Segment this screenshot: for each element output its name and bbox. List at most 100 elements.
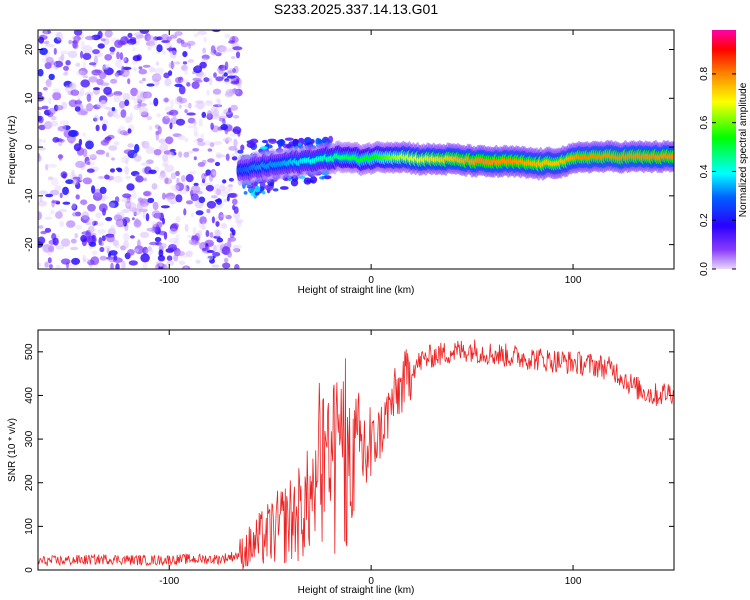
heatmap-cell bbox=[225, 136, 232, 142]
heatmap-cell bbox=[187, 234, 192, 239]
heatmap-cell bbox=[168, 244, 177, 251]
heatmap-cell bbox=[198, 118, 203, 127]
heatmap-cell bbox=[122, 92, 131, 102]
heatmap-cell bbox=[99, 100, 106, 109]
heatmap-cell bbox=[113, 257, 123, 264]
heatmap-cell bbox=[82, 75, 89, 79]
heatmap-cell bbox=[141, 141, 150, 149]
heatmap-cell bbox=[206, 200, 217, 209]
heatmap-cell bbox=[212, 30, 221, 33]
heatmap-cell bbox=[120, 130, 128, 136]
heatmap-cell bbox=[108, 250, 118, 256]
heatmap-cell bbox=[93, 117, 98, 122]
heatmap-cell bbox=[212, 113, 221, 120]
heatmap-cell bbox=[170, 172, 177, 180]
heatmap-cell bbox=[45, 56, 54, 64]
heatmap-cell bbox=[138, 66, 143, 70]
heatmap-cell bbox=[197, 141, 206, 147]
heatmap-cell bbox=[224, 33, 231, 39]
heatmap-cell bbox=[68, 129, 78, 138]
heatmap-cell bbox=[138, 80, 144, 84]
heatmap-cell bbox=[218, 211, 224, 221]
heatmap-cell bbox=[123, 71, 130, 76]
heatmap-cell bbox=[147, 45, 152, 51]
heatmap-cell bbox=[112, 239, 119, 247]
heatmap-cell bbox=[160, 205, 170, 209]
heatmap-cell bbox=[80, 199, 88, 205]
heatmap-cell bbox=[58, 154, 63, 161]
heatmap-cell bbox=[212, 88, 222, 95]
heatmap-cell bbox=[48, 97, 52, 105]
heatmap-cell bbox=[205, 230, 210, 237]
heatmap-cell bbox=[230, 55, 236, 60]
heatmap-cell bbox=[197, 230, 203, 237]
heatmap-cell bbox=[93, 87, 100, 91]
heatmap-cell bbox=[158, 138, 167, 144]
heatmap-cell bbox=[328, 135, 334, 143]
heatmap-cell bbox=[216, 154, 226, 158]
heatmap-cell bbox=[151, 73, 162, 82]
heatmap-cell bbox=[134, 218, 140, 225]
heatmap-cell bbox=[72, 178, 79, 186]
spectrogram-x-tick-label: 0 bbox=[368, 275, 374, 286]
heatmap-cell bbox=[213, 72, 217, 78]
heatmap-cell bbox=[48, 73, 55, 81]
heatmap-cell bbox=[97, 43, 105, 49]
heatmap-cell bbox=[183, 104, 193, 108]
heatmap-cell bbox=[128, 207, 138, 212]
heatmap-cell bbox=[232, 114, 240, 119]
heatmap-cell bbox=[78, 67, 88, 76]
heatmap-cell bbox=[218, 65, 224, 69]
heatmap-cell bbox=[234, 264, 240, 269]
heatmap-cell bbox=[111, 107, 116, 112]
heatmap-cell bbox=[122, 66, 132, 70]
heatmap-cell bbox=[63, 80, 73, 88]
heatmap-cell bbox=[184, 109, 188, 114]
heatmap-cell bbox=[206, 89, 211, 96]
heatmap-cell bbox=[139, 30, 150, 34]
heatmap-cell bbox=[125, 158, 129, 165]
heatmap-cell bbox=[199, 216, 207, 225]
heatmap-cell bbox=[158, 249, 164, 257]
heatmap-cell bbox=[127, 32, 133, 38]
heatmap-cell bbox=[237, 84, 242, 89]
heatmap-cell bbox=[209, 232, 214, 238]
heatmap-cell bbox=[225, 137, 230, 144]
heatmap-cell bbox=[38, 142, 42, 147]
heatmap-cell bbox=[85, 35, 95, 41]
heatmap-cell bbox=[65, 85, 70, 93]
heatmap-cell bbox=[105, 152, 110, 158]
heatmap-cell bbox=[185, 174, 194, 183]
heatmap-cell bbox=[146, 159, 154, 165]
heatmap-cell bbox=[99, 186, 107, 194]
heatmap-cell bbox=[90, 256, 100, 266]
heatmap-cell bbox=[82, 132, 87, 137]
heatmap-cell bbox=[166, 111, 174, 116]
heatmap-cell bbox=[100, 139, 110, 146]
snr-x-label: Height of straight line (km) bbox=[298, 585, 415, 596]
snr-background bbox=[38, 330, 674, 570]
heatmap-cell bbox=[89, 241, 97, 247]
heatmap-cell bbox=[219, 46, 229, 54]
heatmap-cell bbox=[62, 186, 69, 196]
heatmap-cell bbox=[100, 85, 104, 91]
heatmap-cell bbox=[113, 94, 121, 103]
heatmap-cell bbox=[93, 104, 101, 110]
heatmap-cell bbox=[95, 124, 100, 132]
heatmap-cell bbox=[42, 244, 51, 248]
heatmap-cell bbox=[48, 107, 56, 115]
heatmap-cell bbox=[51, 116, 56, 121]
heatmap-cell bbox=[187, 150, 194, 154]
heatmap-cell bbox=[184, 224, 189, 232]
snr-y-ticks: 0 100 200 300 400 500 bbox=[24, 343, 674, 573]
heatmap-cell bbox=[42, 30, 52, 35]
heatmap-cell bbox=[232, 204, 236, 211]
heatmap-cell bbox=[139, 231, 150, 238]
heatmap-cell bbox=[80, 50, 84, 59]
heatmap-cell bbox=[121, 209, 131, 214]
heatmap-cell bbox=[105, 216, 113, 222]
heatmap-cell bbox=[214, 161, 221, 167]
heatmap-cell bbox=[184, 266, 188, 269]
heatmap-cell bbox=[217, 98, 221, 107]
